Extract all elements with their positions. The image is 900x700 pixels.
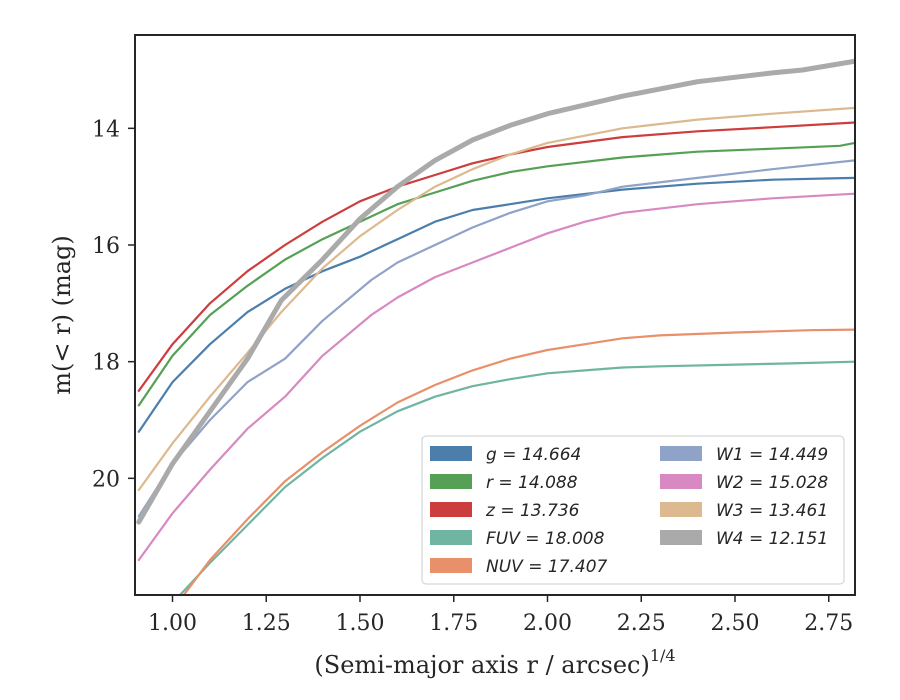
- x-tick-label: 1.75: [429, 611, 478, 636]
- legend-label: W2 = 15.028: [716, 473, 828, 493]
- legend: g = 14.664 r = 14.088 z = 13.736 FUV = 18.0…: [421, 435, 845, 585]
- plot-frame: [134, 34, 856, 596]
- x-tick-label: 1.50: [336, 611, 385, 636]
- legend-label: W3 = 13.461: [716, 501, 828, 521]
- series-line-w3: [137, 106, 855, 492]
- y-tick-label: 14: [92, 117, 120, 142]
- x-axis: 1.00 1.25 1.50 1.75 2.00 2.25 2.50 2.75: [148, 595, 853, 636]
- legend-swatch: [430, 446, 472, 461]
- x-tick-label: 2.75: [804, 611, 853, 636]
- series-line-fuv: [178, 360, 855, 595]
- legend-swatch: [430, 474, 472, 489]
- legend-swatch: [430, 502, 472, 517]
- legend-swatch: [430, 558, 472, 573]
- series-line-w1: [137, 159, 855, 518]
- legend-label: z = 13.736: [485, 501, 580, 521]
- legend-box: [421, 435, 845, 585]
- series-line-g: [137, 176, 855, 433]
- y-tick-label: 20: [92, 467, 120, 492]
- legend-label: W1 = 14.449: [716, 445, 828, 465]
- y-axis-title: m(< r) (mag): [48, 235, 76, 394]
- x-tick-label: 2.25: [617, 611, 666, 636]
- series-line-r: [137, 141, 855, 407]
- series-line-w2: [137, 192, 855, 562]
- legend-swatch: [660, 502, 702, 517]
- x-axis-title: (Semi-major axis r / arcsec)1/4: [314, 646, 675, 679]
- series-line-z: [137, 121, 855, 392]
- y-tick-label: 18: [92, 351, 120, 376]
- series-layer: [136, 58, 855, 595]
- legend-swatch: [660, 474, 702, 489]
- series-line-nuv: [182, 328, 855, 595]
- y-tick-label: 16: [92, 234, 120, 259]
- legend-label: r = 14.088: [486, 473, 578, 493]
- x-tick-label: 1.25: [242, 611, 291, 636]
- legend-swatch: [660, 446, 702, 461]
- legend-label: NUV = 17.407: [486, 557, 608, 577]
- x-axis-title-superscript: 1/4: [650, 646, 676, 665]
- y-axis: 14 16 18 20: [92, 117, 135, 492]
- x-tick-label: 2.00: [523, 611, 572, 636]
- x-tick-label: 1.00: [148, 611, 197, 636]
- legend-label: W4 = 12.151: [716, 529, 828, 549]
- series-line-w4: [136, 58, 855, 525]
- legend-label: FUV = 18.008: [486, 529, 605, 549]
- x-tick-label: 2.50: [711, 611, 760, 636]
- legend-swatch: [660, 530, 702, 545]
- legend-label: g = 14.664: [486, 445, 581, 465]
- legend-swatch: [430, 530, 472, 545]
